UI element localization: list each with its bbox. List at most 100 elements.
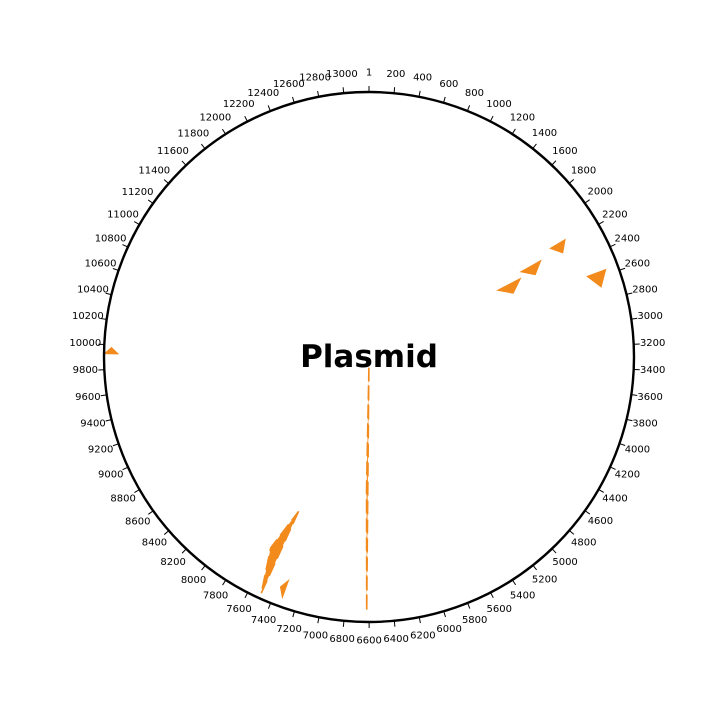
tick-label: 11800	[177, 128, 209, 139]
tick-label: 1600	[552, 146, 577, 157]
tick-mark	[619, 267, 626, 271]
tick-mark	[100, 318, 107, 320]
tick-label: 3800	[632, 418, 657, 429]
tick-mark	[393, 87, 396, 94]
tick-mark	[122, 244, 129, 248]
tick-label: 12800	[299, 73, 331, 84]
tick-label: 800	[465, 88, 484, 99]
tick-mark	[568, 179, 575, 184]
tick-mark	[105, 292, 112, 296]
tick-mark	[532, 564, 538, 571]
tick-mark	[181, 160, 187, 166]
tick-label: 400	[413, 73, 432, 84]
tick-label: 7400	[251, 615, 276, 626]
tick-label: 7600	[226, 604, 251, 615]
tick-mark	[112, 268, 119, 271]
tick-mark	[200, 143, 206, 150]
tick-label: 11000	[107, 210, 139, 221]
tick-label: 6600	[356, 635, 381, 646]
tick-label: 3400	[640, 365, 665, 376]
tick-mark	[631, 317, 638, 320]
tick-mark	[532, 143, 537, 149]
tick-label: 10600	[85, 259, 117, 270]
tick-mark	[267, 602, 272, 609]
tick-label: 2600	[625, 258, 650, 269]
tick-label: 2400	[615, 233, 640, 244]
tick-mark	[100, 394, 107, 397]
tick-label: 3600	[637, 392, 662, 403]
tick-mark	[342, 620, 345, 627]
tick-mark	[292, 96, 295, 103]
tick-mark	[342, 87, 345, 94]
tick-mark	[112, 443, 119, 447]
tick-label: 200	[386, 69, 405, 80]
tick-mark	[244, 592, 249, 599]
tick-mark	[443, 611, 446, 618]
tick-mark	[609, 243, 616, 248]
plasmid-title: Plasmid	[300, 339, 438, 375]
tick-label: 1400	[532, 128, 557, 139]
tick-mark	[626, 418, 633, 422]
tick-mark	[511, 579, 517, 586]
tick-label: 8600	[125, 516, 150, 527]
tick-mark	[201, 565, 206, 571]
tick-label: 3000	[637, 311, 662, 322]
tick-mark	[147, 199, 154, 204]
feature-1	[549, 238, 566, 254]
feature-4	[586, 268, 607, 288]
tick-label: 8800	[110, 494, 135, 505]
tick-mark	[490, 592, 494, 599]
tick-label: 1200	[510, 113, 535, 124]
tick-mark	[181, 548, 187, 554]
tick-label: 5200	[532, 575, 557, 586]
tick-mark	[609, 466, 616, 470]
feature-8	[103, 346, 120, 355]
tick-label: 11600	[157, 146, 189, 157]
tick-mark	[631, 394, 638, 396]
tick-mark	[551, 548, 557, 554]
tick-label: 4600	[588, 516, 613, 527]
tick-label: 9400	[80, 419, 105, 430]
tick-label: 4400	[602, 493, 627, 504]
tick-mark	[134, 489, 140, 494]
tick-mark	[551, 160, 557, 166]
tick-mark	[267, 105, 271, 112]
tick-mark	[598, 488, 605, 493]
tick-mark	[292, 611, 295, 618]
tick-mark	[244, 115, 248, 122]
tick-mark	[584, 199, 590, 204]
tick-label: 11200	[122, 187, 154, 198]
tick-label: 13000	[326, 69, 358, 80]
tick-label: 1	[366, 68, 372, 79]
tick-label: 6200	[410, 630, 435, 641]
tick-label: 2200	[602, 209, 627, 220]
tick-mark	[467, 602, 471, 609]
tick-mark	[317, 617, 320, 624]
tick-mark	[418, 617, 421, 624]
tick-mark	[489, 115, 494, 122]
tick-mark	[133, 221, 140, 226]
tick-label: 9200	[88, 445, 113, 456]
tick-label: 1800	[571, 165, 596, 176]
tick-label: 9000	[98, 470, 123, 481]
tick-label: 7000	[303, 630, 328, 641]
tick-label: 8000	[181, 575, 206, 586]
tick-mark	[317, 90, 320, 97]
tick-mark	[626, 292, 633, 295]
tick-mark	[122, 466, 129, 471]
tick-label: 7800	[203, 590, 228, 601]
tick-mark	[569, 530, 575, 535]
tick-label: 600	[439, 79, 458, 90]
tick-label: 6800	[329, 634, 354, 645]
tick-mark	[221, 128, 227, 135]
tick-mark	[105, 419, 112, 422]
tick-label: 9600	[75, 392, 100, 403]
tick-label: 10800	[95, 234, 127, 245]
tick-mark	[418, 90, 421, 97]
tick-label: 8200	[160, 557, 185, 568]
feature-layer	[103, 238, 607, 612]
tick-label: 4800	[571, 537, 596, 548]
tick-mark	[511, 128, 516, 135]
tick-label: 12200	[223, 99, 255, 110]
